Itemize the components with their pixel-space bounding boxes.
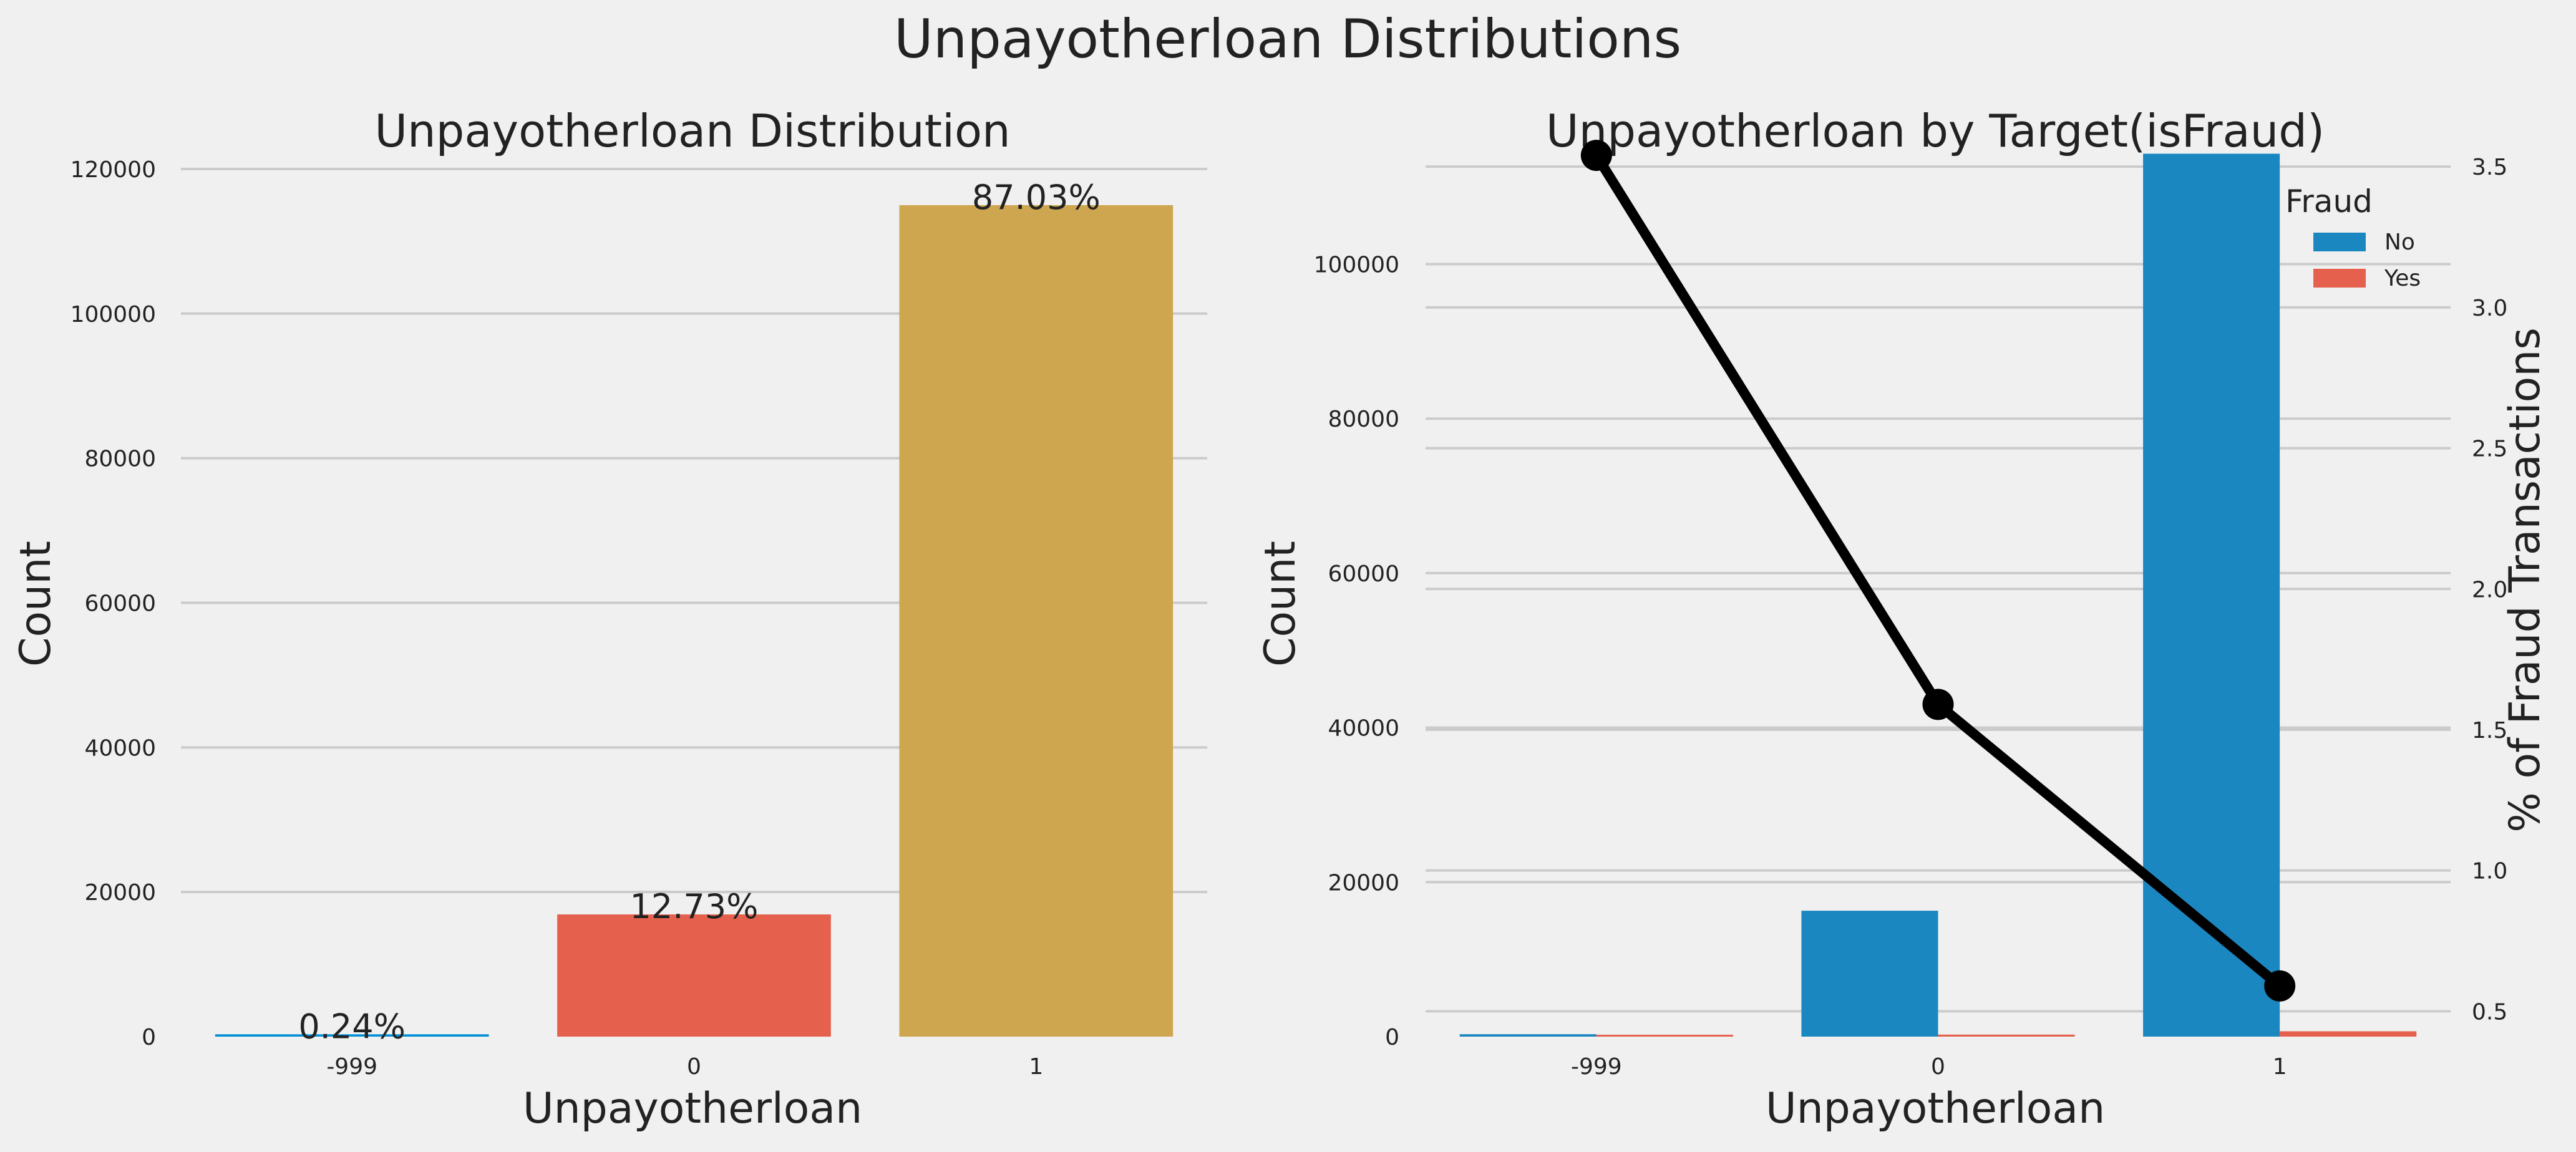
fraud-by-target-chart: Unpayotherloan by Target(isFraud) Unpayo… [1256, 105, 2550, 1133]
legend-label: No [2384, 230, 2415, 255]
x-tick-label: 1 [2273, 1054, 2287, 1080]
legend-label: Yes [2384, 266, 2421, 291]
bar [215, 1034, 489, 1037]
y-tick-label: 100000 [1314, 253, 1399, 278]
distribution-chart: Unpayotherloan Distribution Unpayotherlo… [11, 105, 1207, 1133]
legend: Fraud No Yes [2285, 183, 2421, 291]
legend-swatch [2313, 233, 2366, 251]
bar-yes [1938, 1034, 2075, 1037]
bar-no [2143, 153, 2280, 1037]
y-tick-label: 60000 [84, 591, 156, 616]
secondary-y-tick-label: 0.5 [2472, 999, 2507, 1025]
x-axis-label: Unpayotherloan [1766, 1084, 2105, 1133]
x-tick-label: -999 [1571, 1054, 1622, 1080]
secondary-y-tick-label: 1.5 [2472, 718, 2507, 743]
bar-no [1459, 1034, 1597, 1037]
chart-title: Unpayotherloan Distribution [374, 105, 1010, 157]
secondary-y-tick-label: 3.5 [2472, 155, 2507, 180]
fraud-rate-point [2264, 970, 2296, 1002]
bar-value-label: 12.73% [630, 887, 759, 926]
y-tick-label: 60000 [1328, 561, 1399, 587]
secondary-y-tick-label: 1.0 [2472, 859, 2507, 884]
x-axis-label: Unpayotherloan [523, 1084, 862, 1133]
y-tick-label: 40000 [1328, 716, 1399, 742]
chart-title: Unpayotherloan by Target(isFraud) [1546, 105, 2325, 157]
fraud-rate-point [1580, 140, 1612, 172]
bar-no [1801, 911, 1938, 1037]
bar-value-label: 87.03% [972, 178, 1101, 217]
y-tick-label: 120000 [70, 157, 156, 183]
suptitle: Unpayotherloan Distributions [894, 8, 1681, 70]
y-tick-label: 0 [1385, 1025, 1399, 1050]
fraud-rate-point [1922, 689, 1954, 720]
legend-swatch [2313, 269, 2366, 288]
x-tick-label: 0 [687, 1054, 701, 1080]
y-tick-label: 20000 [1328, 870, 1399, 896]
y-axis-label: Count [1256, 541, 1305, 667]
secondary-y-tick-label: 3.0 [2472, 296, 2507, 321]
bar-value-label: 0.24% [298, 1007, 406, 1046]
y-tick-label: 100000 [70, 302, 156, 327]
y-tick-label: 20000 [84, 880, 156, 906]
secondary-y-axis-label: % of Fraud Transactions [2501, 327, 2550, 833]
legend-title: Fraud [2285, 183, 2373, 220]
x-tick-label: 1 [1029, 1054, 1043, 1080]
x-tick-label: -999 [326, 1054, 377, 1080]
y-tick-label: 80000 [1328, 407, 1399, 432]
bar [557, 914, 831, 1037]
y-tick-label: 80000 [84, 447, 156, 472]
secondary-y-tick-label: 2.0 [2472, 577, 2507, 603]
x-tick-label: 0 [1931, 1054, 1945, 1080]
bar-yes [1596, 1035, 1733, 1037]
y-tick-label: 0 [142, 1025, 156, 1050]
y-axis-label: Count [11, 541, 61, 667]
y-tick-label: 40000 [84, 735, 156, 761]
bar [899, 205, 1174, 1037]
secondary-y-tick-label: 2.5 [2472, 437, 2507, 462]
bar-yes [2280, 1031, 2417, 1037]
